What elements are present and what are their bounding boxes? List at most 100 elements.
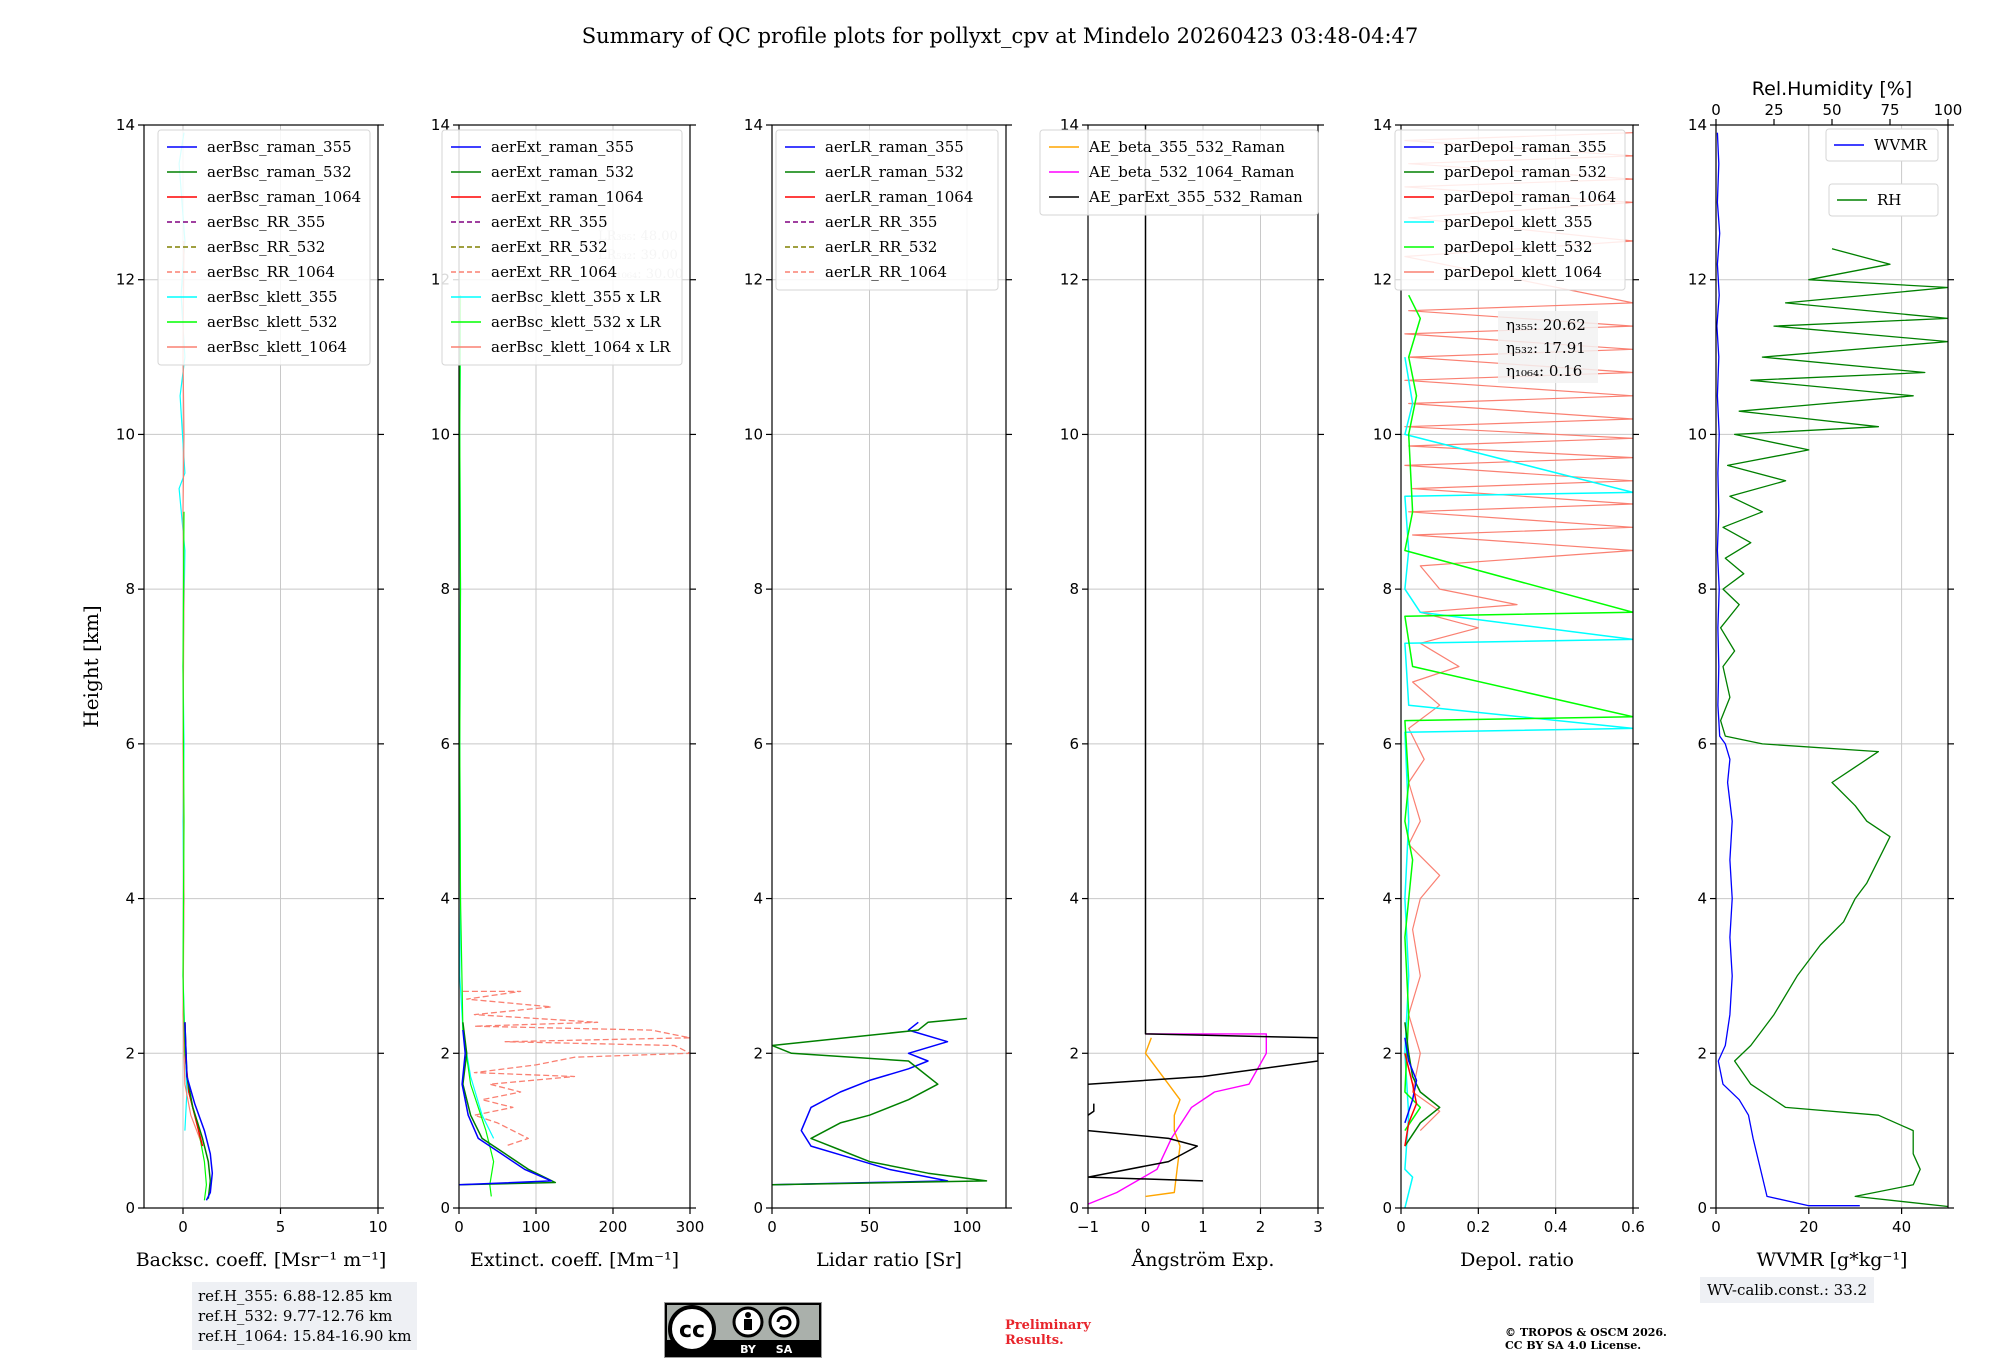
y-tick-label: 6 xyxy=(753,735,763,753)
x-tick-label: 2 xyxy=(1256,1218,1266,1236)
x-tick-label: 20 xyxy=(1799,1218,1818,1236)
x-tick-label: 5 xyxy=(276,1218,286,1236)
y-tick-label: 4 xyxy=(1069,890,1079,908)
axes-frame xyxy=(458,124,691,1209)
legend-label: aerExt_RR_1064 xyxy=(491,263,617,281)
y-tick-label: 0 xyxy=(440,1199,450,1217)
series-group xyxy=(1716,132,1948,1208)
legend-label: aerBsc_raman_532 xyxy=(207,163,352,181)
y-tick-label: 10 xyxy=(744,425,763,443)
legend-box xyxy=(441,129,683,366)
y-tick-label: 10 xyxy=(116,425,135,443)
x-tick-label: 0 xyxy=(454,1218,464,1236)
panel-lidar-ratio: 0 50 100 0 2 4 6 8 10 12 14 Lidar ratio [Sr] aerLR_r… xyxy=(744,116,1012,1271)
y-tick-label: 2 xyxy=(440,1044,450,1062)
y-tick-label: 4 xyxy=(753,890,763,908)
preliminary-notice: Preliminary Results. xyxy=(1005,1318,1091,1348)
series-line xyxy=(1404,294,1633,1132)
legend-label: parDepol_raman_1064 xyxy=(1444,188,1616,206)
x-tick-label: 0 xyxy=(1396,1218,1406,1236)
reference-height-box: ref.H_355: 6.88-12.85 km ref.H_532: 9.77… xyxy=(192,1282,418,1350)
legend-label: RH xyxy=(1877,191,1901,209)
y-tick-label: 2 xyxy=(1069,1044,1079,1062)
x-axis-label: Depol. ratio xyxy=(1460,1249,1574,1271)
x2-tick-label: 75 xyxy=(1880,101,1899,119)
y-tick-label: 0 xyxy=(753,1199,763,1217)
x-tick-label: 0.2 xyxy=(1466,1218,1490,1236)
wv-calibration-box: WV-calib.const.: 33.2 xyxy=(1700,1277,1875,1303)
legend-box xyxy=(1825,128,1939,162)
legend-label: aerBsc_RR_1064 xyxy=(207,263,335,281)
y-tick-label: 14 xyxy=(744,116,763,134)
series-line xyxy=(1404,1037,1418,1124)
y-tick-label: 12 xyxy=(1688,271,1707,289)
series-line xyxy=(1088,1033,1267,1205)
series-line xyxy=(184,1022,214,1201)
y-tick-label: 12 xyxy=(116,271,135,289)
series-line xyxy=(1719,248,1948,1208)
legend-label: aerBsc_klett_355 x LR xyxy=(491,288,662,306)
legend-label: aerLR_RR_532 xyxy=(825,238,937,256)
series-line xyxy=(1404,1022,1441,1147)
y-tick-label: 2 xyxy=(753,1044,763,1062)
y-tick-label: 8 xyxy=(440,580,450,598)
x-tick-label: 0 xyxy=(178,1218,188,1236)
legend-label: aerBsc_RR_532 xyxy=(207,238,325,256)
figure-title: Summary of QC profile plots for pollyxt_… xyxy=(582,24,1419,48)
series-group xyxy=(772,1017,988,1186)
legend-box xyxy=(1394,129,1626,291)
calibration-annotation: η₅₃₂: 17.91 xyxy=(1506,339,1586,357)
x-tick-label: 0.4 xyxy=(1544,1218,1568,1236)
y-tick-label: 8 xyxy=(1069,580,1079,598)
y-tick-label: 4 xyxy=(440,890,450,908)
y-tick-label: 6 xyxy=(1697,735,1707,753)
legend-label: aerLR_raman_1064 xyxy=(825,188,973,206)
ref-height-355: ref.H_355: 6.88-12.85 km xyxy=(198,1287,393,1305)
y-tick-label: 4 xyxy=(125,890,135,908)
legend-label: parDepol_klett_532 xyxy=(1444,238,1593,256)
x-axis-label: Lidar ratio [Sr] xyxy=(816,1249,962,1271)
legend-box xyxy=(1828,183,1939,217)
x-tick-label: 1 xyxy=(1198,1218,1208,1236)
x-tick-label: 200 xyxy=(599,1218,628,1236)
y-tick-label: 10 xyxy=(1688,425,1707,443)
legend-label: WVMR xyxy=(1874,136,1928,154)
legend-label: AE_beta_532_1064_Raman xyxy=(1088,163,1295,181)
legend-label: parDepol_raman_532 xyxy=(1444,163,1607,181)
y-tick-label: 14 xyxy=(1373,116,1392,134)
creative-commons-icon: cc BY SA xyxy=(664,1302,822,1358)
y-tick-label: 6 xyxy=(440,735,450,753)
axes-frame xyxy=(771,124,1007,1209)
legend-label: AE_beta_355_532_Raman xyxy=(1088,138,1285,156)
legend-label: aerLR_raman_532 xyxy=(825,163,964,181)
calibration-annotation: η₃₅₅: 20.62 xyxy=(1506,316,1586,334)
y-tick-label: 0 xyxy=(1069,1199,1079,1217)
preliminary-line-2: Results. xyxy=(1005,1333,1064,1348)
legend-label: parDepol_raman_355 xyxy=(1444,138,1607,156)
y-tick-label: 12 xyxy=(1373,271,1392,289)
x-axis-label: Backsc. coeff. [Msr⁻¹ m⁻¹] xyxy=(136,1249,387,1271)
legend-label: aerExt_RR_532 xyxy=(491,238,608,256)
legend-label: aerBsc_klett_532 x LR xyxy=(491,313,662,331)
y-tick-label: 8 xyxy=(753,580,763,598)
series-line xyxy=(459,1030,553,1186)
cc-by-label: BY xyxy=(740,1343,757,1356)
y-axis-label: Height [km] xyxy=(79,605,103,727)
y-tick-label: 4 xyxy=(1697,890,1707,908)
x-axis-label: Extinct. coeff. [Mm⁻¹] xyxy=(470,1249,679,1271)
series-line xyxy=(1716,132,1860,1207)
preliminary-line-1: Preliminary xyxy=(1005,1318,1091,1333)
calibration-annotation: η₁₀₆₄: 0.16 xyxy=(1506,362,1582,380)
legend-label: aerBsc_klett_1064 x LR xyxy=(491,338,671,356)
series-line xyxy=(1088,1103,1095,1116)
ref-height-1064: ref.H_1064: 15.84-16.90 km xyxy=(198,1327,412,1345)
legend-label: aerExt_raman_532 xyxy=(491,163,634,181)
series-line xyxy=(772,1021,949,1186)
series-group xyxy=(1404,132,1633,1208)
legend-label: aerBsc_raman_1064 xyxy=(207,188,361,206)
series-group xyxy=(459,295,690,1197)
y-tick-label: 2 xyxy=(1382,1044,1392,1062)
legend-box xyxy=(157,129,371,366)
